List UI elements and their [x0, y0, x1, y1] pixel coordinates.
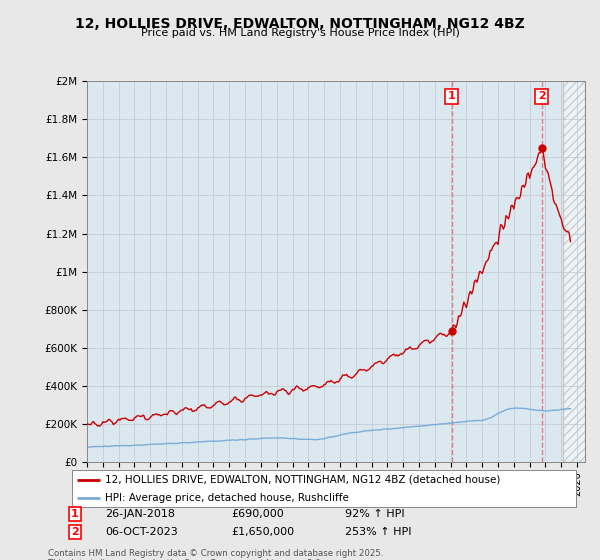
Bar: [563, 81, 585, 462]
Text: 1: 1: [71, 509, 79, 519]
Text: 2: 2: [71, 527, 79, 537]
Text: £690,000: £690,000: [231, 509, 284, 519]
Text: Price paid vs. HM Land Registry's House Price Index (HPI): Price paid vs. HM Land Registry's House …: [140, 28, 460, 38]
Text: 253% ↑ HPI: 253% ↑ HPI: [345, 527, 412, 537]
Text: Contains HM Land Registry data © Crown copyright and database right 2025.
This d: Contains HM Land Registry data © Crown c…: [48, 549, 383, 560]
Text: HPI: Average price, detached house, Rushcliffe: HPI: Average price, detached house, Rush…: [105, 493, 349, 503]
Text: £1,650,000: £1,650,000: [231, 527, 294, 537]
Text: 1: 1: [448, 91, 455, 101]
Text: 92% ↑ HPI: 92% ↑ HPI: [345, 509, 404, 519]
Text: 12, HOLLIES DRIVE, EDWALTON, NOTTINGHAM, NG12 4BZ: 12, HOLLIES DRIVE, EDWALTON, NOTTINGHAM,…: [75, 17, 525, 31]
Text: 26-JAN-2018: 26-JAN-2018: [105, 509, 175, 519]
Text: 2: 2: [538, 91, 545, 101]
Text: 06-OCT-2023: 06-OCT-2023: [105, 527, 178, 537]
Text: 12, HOLLIES DRIVE, EDWALTON, NOTTINGHAM, NG12 4BZ (detached house): 12, HOLLIES DRIVE, EDWALTON, NOTTINGHAM,…: [105, 474, 500, 484]
